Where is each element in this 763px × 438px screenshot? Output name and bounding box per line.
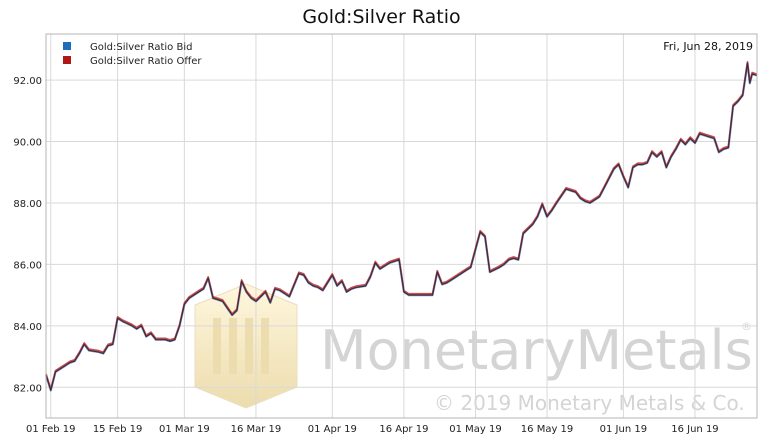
chart-title: Gold:Silver Ratio xyxy=(302,6,461,28)
legend-label-offer: Gold:Silver Ratio Offer xyxy=(90,56,202,67)
x-tick-label: 16 Apr 19 xyxy=(379,424,428,435)
grid xyxy=(46,34,757,418)
x-tick-label: 16 May 19 xyxy=(521,424,573,435)
y-tick-label: 92.00 xyxy=(13,76,42,87)
x-tick-label: 01 Mar 19 xyxy=(159,424,210,435)
series-line-core xyxy=(45,62,758,391)
legend-swatch-bid xyxy=(63,42,71,50)
series-line-offer xyxy=(45,61,758,390)
legend-swatch-offer xyxy=(63,56,71,64)
x-tick-label: 16 Jun 19 xyxy=(671,424,718,435)
x-tick-label: 01 Jun 19 xyxy=(600,424,647,435)
watermark-brand: MonetaryMetals xyxy=(320,319,753,382)
watermark-registered: ® xyxy=(741,320,752,333)
legend-label-bid: Gold:Silver Ratio Bid xyxy=(90,42,192,53)
watermark: MonetaryMetals ® © 2019 Monetary Metals … xyxy=(194,283,753,415)
y-tick-label: 88.00 xyxy=(13,199,42,210)
x-tick-label: 01 May 19 xyxy=(449,424,501,435)
y-tick-label: 90.00 xyxy=(13,138,42,149)
y-tick-label: 84.00 xyxy=(13,322,42,333)
chart-date-label: Fri, Jun 28, 2019 xyxy=(663,40,753,53)
x-tick-label: 01 Feb 19 xyxy=(26,424,76,435)
axes: 82.00 84.00 86.00 88.00 90.00 92.00 01 Feb 19 1… xyxy=(13,76,718,435)
x-tick-label: 16 Mar 19 xyxy=(231,424,282,435)
plot-frame xyxy=(45,33,758,419)
watermark-copyright: © 2019 Monetary Metals & Co. xyxy=(434,391,745,415)
legend: Gold:Silver Ratio Bid Gold:Silver Ratio … xyxy=(63,42,202,67)
series-lines xyxy=(44,61,758,392)
y-tick-label: 82.00 xyxy=(13,383,42,394)
y-tick-label: 86.00 xyxy=(13,260,42,271)
x-tick-label: 01 Apr 19 xyxy=(308,424,357,435)
x-tick-label: 15 Feb 19 xyxy=(93,424,143,435)
watermark-logo-icon xyxy=(194,283,298,409)
